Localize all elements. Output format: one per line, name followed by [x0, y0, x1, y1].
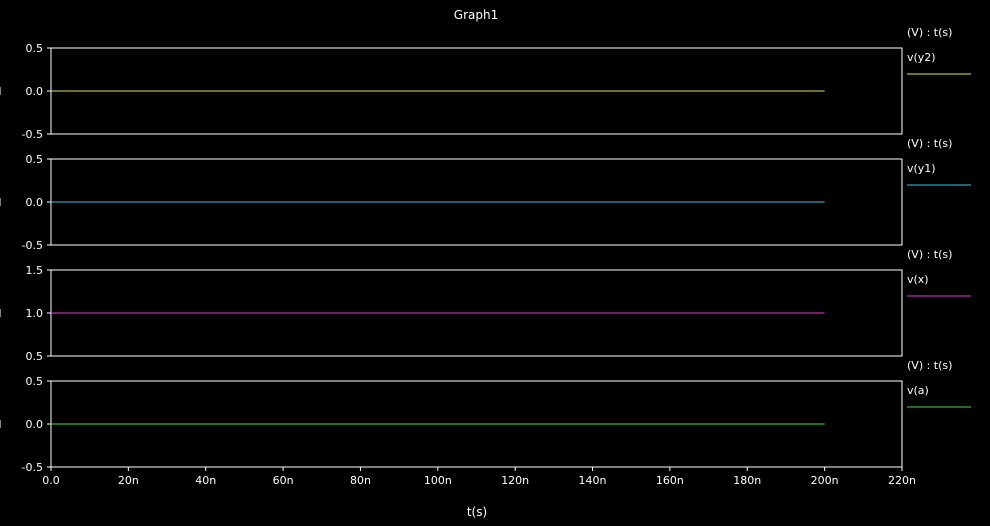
- legend-header: (V) : t(s): [907, 137, 952, 150]
- y-tick-label: 0.5: [26, 350, 44, 363]
- y-tick-label: 0.5: [26, 42, 44, 55]
- x-tick-label: 20n: [118, 474, 139, 487]
- x-tick-label: 180n: [733, 474, 761, 487]
- x-tick-label: 200n: [811, 474, 839, 487]
- chart-title: Graph1: [454, 8, 498, 22]
- x-tick-label: 0.0: [42, 474, 60, 487]
- x-tick-label: 160n: [656, 474, 684, 487]
- legend-entry-label: v(x): [907, 273, 929, 286]
- plot-panel: 0.5 0.0 -0.5 (V) : t(s) v(a): [0, 359, 971, 474]
- y-tick-label: -0.5: [22, 461, 43, 474]
- y-tick-label: -0.5: [22, 128, 43, 141]
- plot-panel: 0.5 0.0 -0.5 (V) : t(s) v(y2): [0, 26, 971, 141]
- y-tick-label: -0.5: [22, 239, 43, 252]
- y-tick-label: 1.5: [26, 264, 44, 277]
- y-tick-label: 0.0: [26, 196, 44, 209]
- y-tick-label: 1.0: [26, 307, 44, 320]
- legend-header: (V) : t(s): [907, 248, 952, 261]
- y-tick-label: 0.0: [26, 418, 44, 431]
- y-tick-label: 0.0: [26, 85, 44, 98]
- y-tick-label: 0.5: [26, 375, 44, 388]
- x-axis-label: t(s): [467, 505, 487, 519]
- x-axis: 0.0 20n 40n 60n 80n 100n 120n 140n 160n 180n 200n 2…: [42, 467, 916, 487]
- legend-header: (V) : t(s): [907, 359, 952, 372]
- legend-header: (V) : t(s): [907, 26, 952, 39]
- x-tick-label: 140n: [579, 474, 607, 487]
- y-tick-label: 0.5: [26, 153, 44, 166]
- x-tick-label: 80n: [350, 474, 371, 487]
- x-tick-label: 220n: [888, 474, 916, 487]
- legend-entry-label: v(y2): [907, 51, 936, 64]
- x-tick-label: 40n: [195, 474, 216, 487]
- plot-panel: 1.5 1.0 0.5 (V) : t(s) v(x): [0, 248, 971, 363]
- x-tick-label: 120n: [501, 474, 529, 487]
- x-tick-label: 60n: [273, 474, 294, 487]
- legend-entry-label: v(a): [907, 384, 929, 397]
- plot-panel: 0.5 0.0 -0.5 (V) : t(s) v(y1): [0, 137, 971, 252]
- plot-panels: 0.5 0.0 -0.5 (V) : t(s) v(y2) 0.5 0.0 -0.5 (V) :…: [0, 26, 971, 474]
- legend-entry-label: v(y1): [907, 162, 936, 175]
- x-tick-label: 100n: [424, 474, 452, 487]
